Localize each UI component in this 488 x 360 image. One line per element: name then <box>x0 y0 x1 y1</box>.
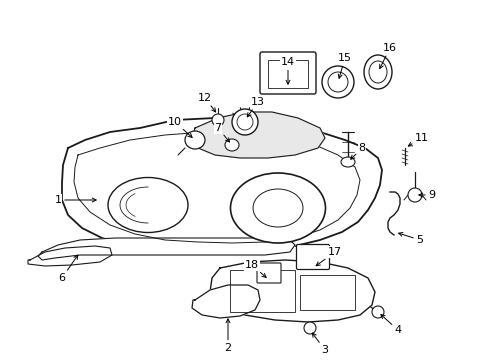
Text: 15: 15 <box>337 53 351 78</box>
Ellipse shape <box>224 139 239 151</box>
FancyBboxPatch shape <box>260 52 315 94</box>
Polygon shape <box>28 246 112 266</box>
Text: 7: 7 <box>214 123 229 142</box>
Text: 13: 13 <box>247 97 264 117</box>
Ellipse shape <box>212 114 224 126</box>
Text: 16: 16 <box>379 43 396 68</box>
Polygon shape <box>192 285 260 318</box>
Ellipse shape <box>108 177 187 233</box>
Text: 10: 10 <box>168 117 192 138</box>
Ellipse shape <box>230 173 325 243</box>
Ellipse shape <box>407 188 421 202</box>
Text: 18: 18 <box>244 260 265 278</box>
Text: 6: 6 <box>59 255 78 283</box>
Text: 3: 3 <box>312 333 328 355</box>
Ellipse shape <box>363 55 391 89</box>
Polygon shape <box>192 112 325 158</box>
Text: 11: 11 <box>407 133 428 146</box>
FancyBboxPatch shape <box>296 244 329 270</box>
Text: 4: 4 <box>380 315 401 335</box>
Text: 8: 8 <box>350 143 365 159</box>
Ellipse shape <box>231 109 258 135</box>
Ellipse shape <box>304 322 315 334</box>
Polygon shape <box>38 238 294 260</box>
Bar <box>267 60 307 88</box>
Text: 9: 9 <box>418 190 435 200</box>
Polygon shape <box>209 260 374 322</box>
Bar <box>229 270 294 312</box>
Text: 14: 14 <box>281 57 294 84</box>
Bar <box>299 275 354 310</box>
Ellipse shape <box>340 157 354 167</box>
Ellipse shape <box>184 131 204 149</box>
Polygon shape <box>62 118 381 252</box>
Text: 1: 1 <box>54 195 96 205</box>
FancyBboxPatch shape <box>257 263 281 283</box>
Text: 2: 2 <box>224 319 231 353</box>
Text: 17: 17 <box>315 247 342 266</box>
Ellipse shape <box>371 306 383 318</box>
Ellipse shape <box>321 66 353 98</box>
Text: 5: 5 <box>398 233 423 245</box>
Text: 12: 12 <box>198 93 215 112</box>
